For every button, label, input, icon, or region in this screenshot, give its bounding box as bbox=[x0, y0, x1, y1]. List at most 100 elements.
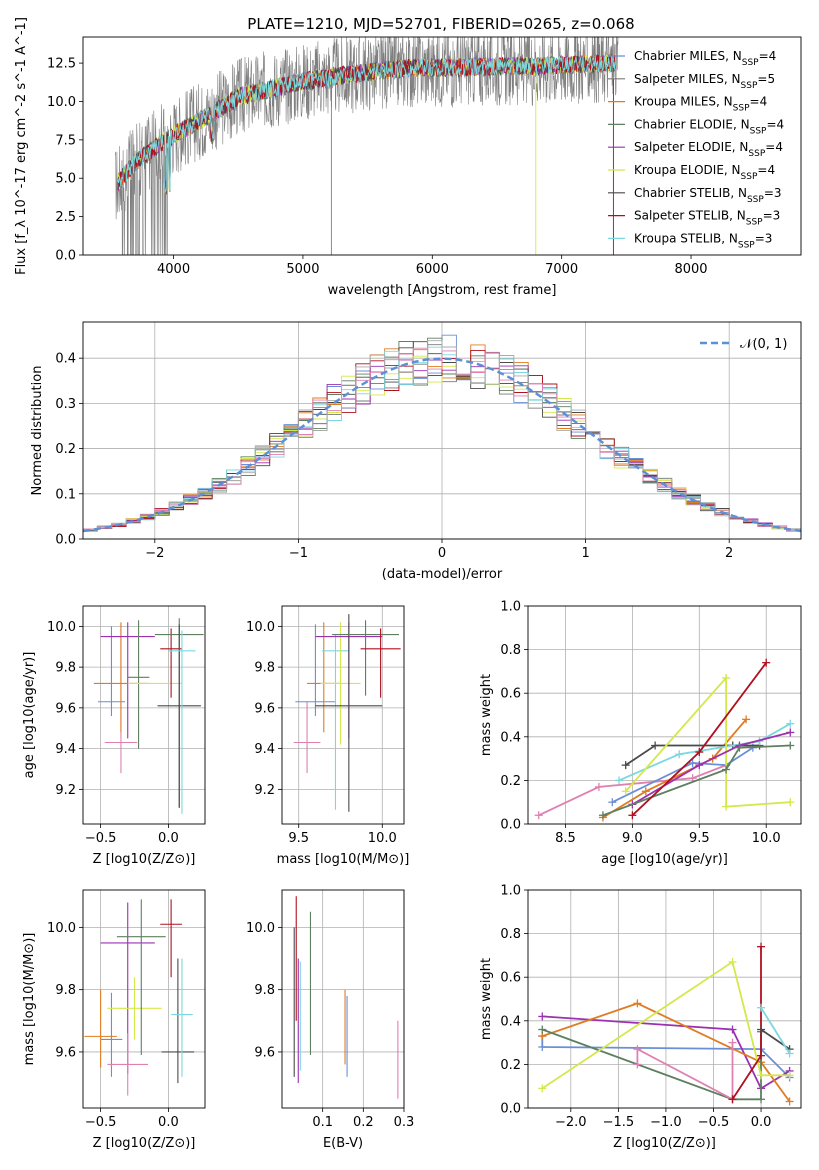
plus-marker bbox=[538, 1084, 547, 1093]
plus-marker bbox=[785, 1049, 794, 1058]
weight-series-line bbox=[602, 718, 747, 819]
legend-label: Salpeter ELODIE, NSSP=4 bbox=[634, 140, 783, 159]
plus-marker bbox=[762, 658, 771, 667]
x-tick-label: 1 bbox=[581, 546, 589, 561]
x-axis-label: Z [log10(Z/Z⊙)] bbox=[93, 852, 196, 867]
panel-mass_vs_Z: −0.5 0.0 9.6 9.8 10.0 Z [log10(Z/Z⊙)] mass [lo… bbox=[22, 889, 206, 1151]
errorbar-point bbox=[293, 701, 321, 774]
errorbar-point bbox=[360, 628, 401, 698]
plot-area bbox=[538, 942, 794, 1106]
weight-series-line bbox=[542, 1002, 791, 1103]
x-tick-label: −0.5 bbox=[85, 1115, 117, 1130]
x-tick-label: −2 bbox=[145, 546, 164, 561]
weight-series-line bbox=[538, 764, 727, 817]
y-tick-label: 0.6 bbox=[500, 971, 521, 986]
y-tick-label: 5.0 bbox=[55, 172, 76, 187]
y-tick-label: 9.6 bbox=[55, 701, 76, 716]
plus-marker bbox=[695, 761, 704, 770]
y-tick-label: 9.6 bbox=[254, 1045, 275, 1060]
errorbar-point bbox=[100, 992, 123, 1077]
x-tick-label: 0.3 bbox=[394, 1115, 415, 1130]
plus-marker bbox=[722, 765, 731, 774]
y-tick-label: 10.0 bbox=[246, 921, 275, 936]
x-tick-label: −2.0 bbox=[555, 1115, 587, 1130]
errorbar-point bbox=[322, 634, 349, 810]
axes-frame bbox=[82, 605, 206, 825]
x-tick-label: 0.0 bbox=[158, 1115, 179, 1130]
errorbar-point bbox=[160, 899, 182, 978]
errorbar-point bbox=[171, 958, 193, 1077]
plus-marker bbox=[742, 715, 751, 724]
plus-marker bbox=[757, 1095, 766, 1104]
weight-series-line bbox=[602, 744, 791, 817]
axes-frame bbox=[527, 889, 802, 1109]
y-tick-label: 0.4 bbox=[500, 730, 521, 745]
x-tick-label: 0.1 bbox=[312, 1115, 333, 1130]
plus-marker bbox=[633, 999, 642, 1008]
y-tick-label: 9.8 bbox=[254, 661, 275, 676]
y-axis-label: mass weight bbox=[479, 958, 494, 1040]
plot-area bbox=[115, 37, 619, 255]
errorbar-point bbox=[332, 620, 399, 696]
y-tick-label: 9.2 bbox=[55, 783, 76, 798]
plot-area bbox=[534, 658, 795, 822]
y-tick-label: 9.2 bbox=[254, 783, 275, 798]
x-axis-label: wavelength [Angstrom, rest frame] bbox=[328, 283, 557, 298]
legend-label: Chabrier STELIB, NSSP=3 bbox=[634, 186, 782, 205]
x-axis-label: Z [log10(Z/Z⊙)] bbox=[613, 1136, 716, 1151]
errorbar-point bbox=[320, 622, 361, 745]
x-axis-label: (data-model)/error bbox=[382, 567, 503, 582]
errorbar-point bbox=[157, 624, 201, 808]
x-axis-label: E(B-V) bbox=[323, 1136, 363, 1151]
plus-marker bbox=[757, 1003, 766, 1012]
plus-marker bbox=[757, 942, 766, 951]
x-tick-label: 0.2 bbox=[353, 1115, 374, 1130]
errorbar-point bbox=[127, 620, 150, 749]
plus-marker bbox=[786, 741, 795, 750]
y-axis-label: Normed distribution bbox=[30, 366, 45, 496]
plus-marker bbox=[608, 798, 617, 807]
plus-marker bbox=[641, 787, 650, 796]
x-tick-label: 7000 bbox=[545, 262, 578, 277]
x-tick-label: 8000 bbox=[674, 262, 707, 277]
y-tick-label: 0.0 bbox=[55, 533, 76, 548]
data-spectrum-line bbox=[115, 37, 619, 255]
plus-marker bbox=[757, 1051, 766, 1060]
legend-label: Kroupa ELODIE, NSSP=4 bbox=[634, 163, 775, 182]
x-tick-label: −1.0 bbox=[650, 1115, 682, 1130]
y-tick-label: 10.0 bbox=[47, 95, 76, 110]
plus-marker bbox=[633, 1045, 642, 1054]
errorbar-point bbox=[100, 622, 155, 739]
plus-marker bbox=[728, 1095, 737, 1104]
plus-marker bbox=[615, 776, 623, 785]
panel-weight_vs_Z: −2.0 −1.5 −1.0 −0.5 0.0 0.0 0.2 0.4 0.6 0.8 1.0 Z [… bbox=[479, 884, 802, 1151]
y-tick-label: 0.6 bbox=[500, 687, 521, 702]
weight-series-line bbox=[731, 946, 762, 1100]
x-tick-label: 10.0 bbox=[752, 831, 781, 846]
plus-marker bbox=[633, 1060, 642, 1069]
x-tick-label: 4000 bbox=[157, 262, 190, 277]
figure-title: PLATE=1210, MJD=52701, FIBERID=0265, z=0… bbox=[247, 15, 634, 33]
x-tick-label: 6000 bbox=[416, 262, 449, 277]
x-tick-label: 2 bbox=[725, 546, 733, 561]
axes-frame bbox=[82, 889, 206, 1109]
plot-area bbox=[83, 334, 801, 534]
legend-label: Kroupa STELIB, NSSP=3 bbox=[634, 231, 772, 250]
y-tick-label: 0.0 bbox=[500, 1102, 521, 1117]
plus-marker bbox=[628, 811, 637, 820]
y-tick-label: 9.6 bbox=[254, 701, 275, 716]
errorbar-point bbox=[107, 977, 162, 1040]
y-tick-label: 10.0 bbox=[47, 620, 76, 635]
y-tick-label: 0.8 bbox=[500, 643, 521, 658]
plot-area bbox=[84, 899, 195, 1096]
errorbar-point bbox=[315, 614, 383, 812]
plus-marker bbox=[538, 1042, 547, 1051]
legend-label: Chabrier ELODIE, NSSP=4 bbox=[634, 117, 784, 136]
y-tick-label: 10.0 bbox=[246, 620, 275, 635]
weight-series-line bbox=[636, 1042, 734, 1101]
y-tick-label: 0.8 bbox=[500, 927, 521, 942]
weight-series-line bbox=[541, 1036, 791, 1079]
panel-residuals: −2 −1 0 1 2 0.0 0.1 0.2 0.3 0.4 (data-model)/error… bbox=[30, 321, 802, 582]
x-tick-label: −0.5 bbox=[698, 1115, 730, 1130]
